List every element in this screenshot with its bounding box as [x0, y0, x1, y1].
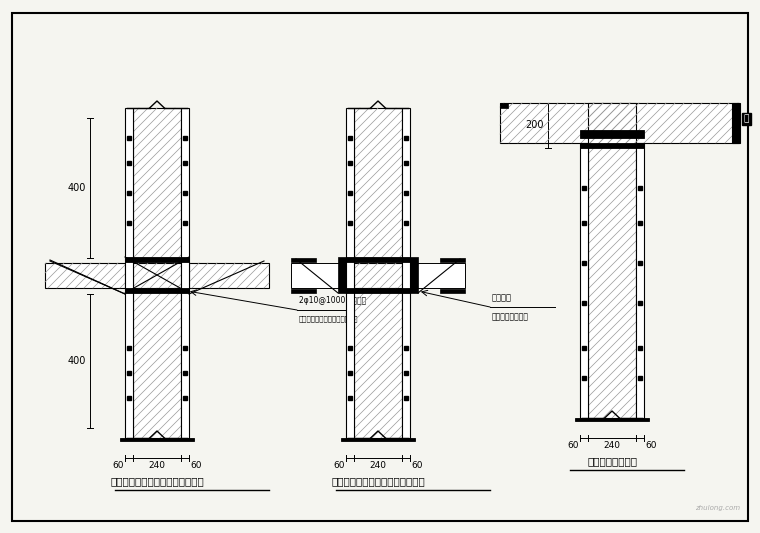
Text: 不得置新浇砼内包砌墙体两侧处: 不得置新浇砼内包砌墙体两侧处 — [299, 315, 359, 321]
Bar — [291, 263, 346, 288]
Text: 400: 400 — [68, 356, 86, 366]
Text: 60: 60 — [568, 441, 579, 450]
Bar — [291, 289, 316, 293]
Text: 60: 60 — [334, 461, 345, 470]
Bar — [440, 289, 465, 293]
Bar — [410, 263, 465, 288]
Text: 60: 60 — [411, 461, 423, 470]
Bar — [346, 288, 410, 293]
Text: 置于新浇砼靠近处: 置于新浇砼靠近处 — [492, 312, 529, 321]
Text: 240: 240 — [369, 461, 387, 470]
Text: 60: 60 — [645, 441, 657, 450]
Bar — [575, 418, 649, 421]
Bar — [410, 257, 418, 293]
Bar — [580, 130, 644, 138]
Text: 400: 400 — [68, 183, 86, 193]
Bar — [338, 257, 346, 293]
Bar — [588, 103, 636, 418]
Bar — [346, 108, 354, 438]
Text: 240: 240 — [148, 461, 166, 470]
Text: 60: 60 — [112, 461, 124, 470]
Bar — [125, 257, 189, 262]
Text: 穿墙螺栓: 穿墙螺栓 — [492, 293, 512, 302]
Text: zhulong.com: zhulong.com — [695, 505, 740, 511]
Bar — [133, 288, 181, 438]
Bar — [341, 438, 415, 441]
Bar — [500, 103, 739, 143]
Bar — [354, 263, 402, 288]
Text: 加固墙体在楼面处做法（板短向）: 加固墙体在楼面处做法（板短向） — [110, 476, 204, 486]
Bar — [580, 143, 644, 148]
Bar — [500, 103, 508, 108]
Text: 锚: 锚 — [744, 115, 749, 124]
Bar — [291, 258, 316, 262]
Text: 60: 60 — [190, 461, 201, 470]
Bar — [189, 263, 269, 288]
Bar — [354, 288, 402, 438]
Bar — [636, 143, 644, 418]
Text: 锚: 锚 — [744, 115, 749, 124]
Bar — [120, 438, 194, 441]
Bar — [125, 288, 189, 293]
Bar — [402, 108, 410, 438]
Text: 200: 200 — [525, 120, 544, 131]
Bar — [133, 108, 181, 263]
Text: 加固墙体在楼面处做法（板长向）: 加固墙体在楼面处做法（板长向） — [331, 476, 425, 486]
Bar — [732, 103, 740, 143]
Bar — [45, 263, 125, 288]
Bar — [580, 143, 588, 418]
Text: 240: 240 — [603, 441, 620, 450]
Bar — [440, 258, 465, 262]
Bar — [133, 263, 181, 288]
Bar — [125, 108, 133, 438]
Bar — [346, 257, 410, 262]
Text: 2φ10@1000 穿墙螺栓: 2φ10@1000 穿墙螺栓 — [299, 296, 366, 305]
Bar — [354, 108, 402, 263]
Text: 加固墙体顶层做法: 加固墙体顶层做法 — [587, 456, 637, 466]
Bar — [181, 108, 189, 438]
